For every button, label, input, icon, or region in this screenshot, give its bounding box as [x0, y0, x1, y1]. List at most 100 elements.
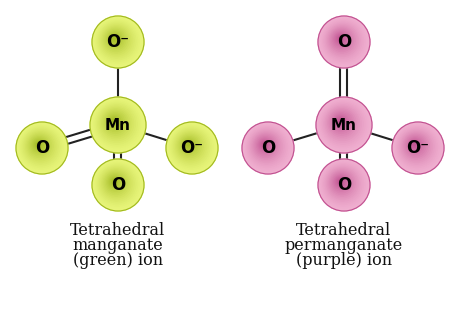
Circle shape	[333, 175, 348, 189]
Circle shape	[111, 118, 117, 124]
Circle shape	[28, 134, 51, 157]
Circle shape	[334, 176, 346, 188]
Circle shape	[181, 137, 198, 154]
Circle shape	[318, 99, 368, 149]
Circle shape	[245, 126, 288, 169]
Circle shape	[319, 160, 368, 209]
Circle shape	[329, 110, 353, 135]
Circle shape	[113, 180, 115, 183]
Circle shape	[90, 97, 146, 153]
Circle shape	[110, 34, 119, 43]
Circle shape	[326, 24, 357, 56]
Circle shape	[319, 101, 366, 147]
Circle shape	[337, 179, 343, 185]
Circle shape	[21, 127, 61, 167]
Circle shape	[103, 170, 129, 196]
Text: O: O	[35, 139, 49, 157]
Circle shape	[315, 97, 371, 153]
Circle shape	[106, 31, 124, 48]
Circle shape	[103, 27, 129, 53]
Circle shape	[321, 20, 364, 63]
Circle shape	[99, 106, 133, 140]
Circle shape	[256, 137, 274, 154]
Circle shape	[174, 131, 206, 162]
Circle shape	[403, 134, 426, 157]
Circle shape	[399, 129, 433, 164]
Circle shape	[330, 28, 353, 52]
Circle shape	[406, 137, 423, 154]
Circle shape	[110, 117, 119, 126]
Circle shape	[32, 138, 46, 152]
Circle shape	[246, 127, 287, 167]
Circle shape	[100, 24, 132, 56]
Circle shape	[327, 109, 355, 137]
Circle shape	[178, 134, 201, 157]
Circle shape	[102, 109, 130, 137]
Circle shape	[168, 125, 214, 171]
Circle shape	[331, 113, 350, 131]
Circle shape	[328, 170, 354, 196]
Circle shape	[336, 34, 344, 43]
Circle shape	[108, 175, 122, 189]
Circle shape	[103, 110, 128, 135]
Circle shape	[94, 101, 140, 147]
Circle shape	[179, 136, 199, 156]
Circle shape	[259, 139, 270, 151]
Circle shape	[242, 122, 294, 174]
Circle shape	[325, 24, 359, 58]
Circle shape	[338, 37, 341, 40]
Circle shape	[320, 18, 366, 65]
Circle shape	[34, 140, 43, 149]
Circle shape	[394, 125, 440, 171]
Circle shape	[396, 127, 437, 167]
Circle shape	[36, 142, 41, 147]
Circle shape	[110, 177, 119, 186]
Circle shape	[244, 125, 290, 171]
Text: Tetrahedral: Tetrahedral	[70, 222, 165, 239]
Circle shape	[317, 16, 369, 68]
Circle shape	[30, 136, 50, 156]
Circle shape	[338, 180, 341, 183]
Circle shape	[320, 102, 364, 146]
Circle shape	[94, 161, 140, 208]
Circle shape	[98, 105, 135, 142]
Circle shape	[169, 126, 213, 169]
Circle shape	[334, 33, 346, 45]
Circle shape	[92, 16, 144, 68]
Circle shape	[33, 139, 44, 151]
Circle shape	[333, 32, 348, 46]
Circle shape	[331, 30, 351, 50]
Circle shape	[172, 128, 209, 166]
Circle shape	[22, 128, 60, 166]
Circle shape	[321, 163, 364, 206]
Circle shape	[106, 174, 124, 191]
Circle shape	[99, 24, 134, 58]
Circle shape	[109, 176, 120, 188]
Circle shape	[336, 177, 344, 186]
Circle shape	[25, 131, 56, 162]
Text: Mn: Mn	[105, 118, 131, 132]
Circle shape	[391, 122, 443, 174]
Circle shape	[408, 139, 420, 151]
Circle shape	[108, 116, 121, 128]
Text: O: O	[336, 176, 350, 194]
Circle shape	[112, 36, 117, 42]
Circle shape	[411, 142, 417, 147]
Circle shape	[167, 123, 216, 172]
Circle shape	[248, 128, 285, 166]
Circle shape	[325, 166, 359, 201]
Circle shape	[93, 17, 142, 66]
Circle shape	[98, 165, 135, 203]
Circle shape	[319, 17, 368, 66]
Circle shape	[250, 131, 282, 162]
Circle shape	[397, 128, 435, 166]
Circle shape	[173, 129, 207, 164]
Circle shape	[324, 165, 361, 203]
Circle shape	[402, 133, 428, 159]
Circle shape	[92, 159, 144, 211]
Circle shape	[338, 119, 341, 123]
Circle shape	[108, 32, 122, 46]
Text: manganate: manganate	[73, 237, 163, 254]
Circle shape	[107, 114, 123, 130]
Circle shape	[243, 123, 292, 172]
